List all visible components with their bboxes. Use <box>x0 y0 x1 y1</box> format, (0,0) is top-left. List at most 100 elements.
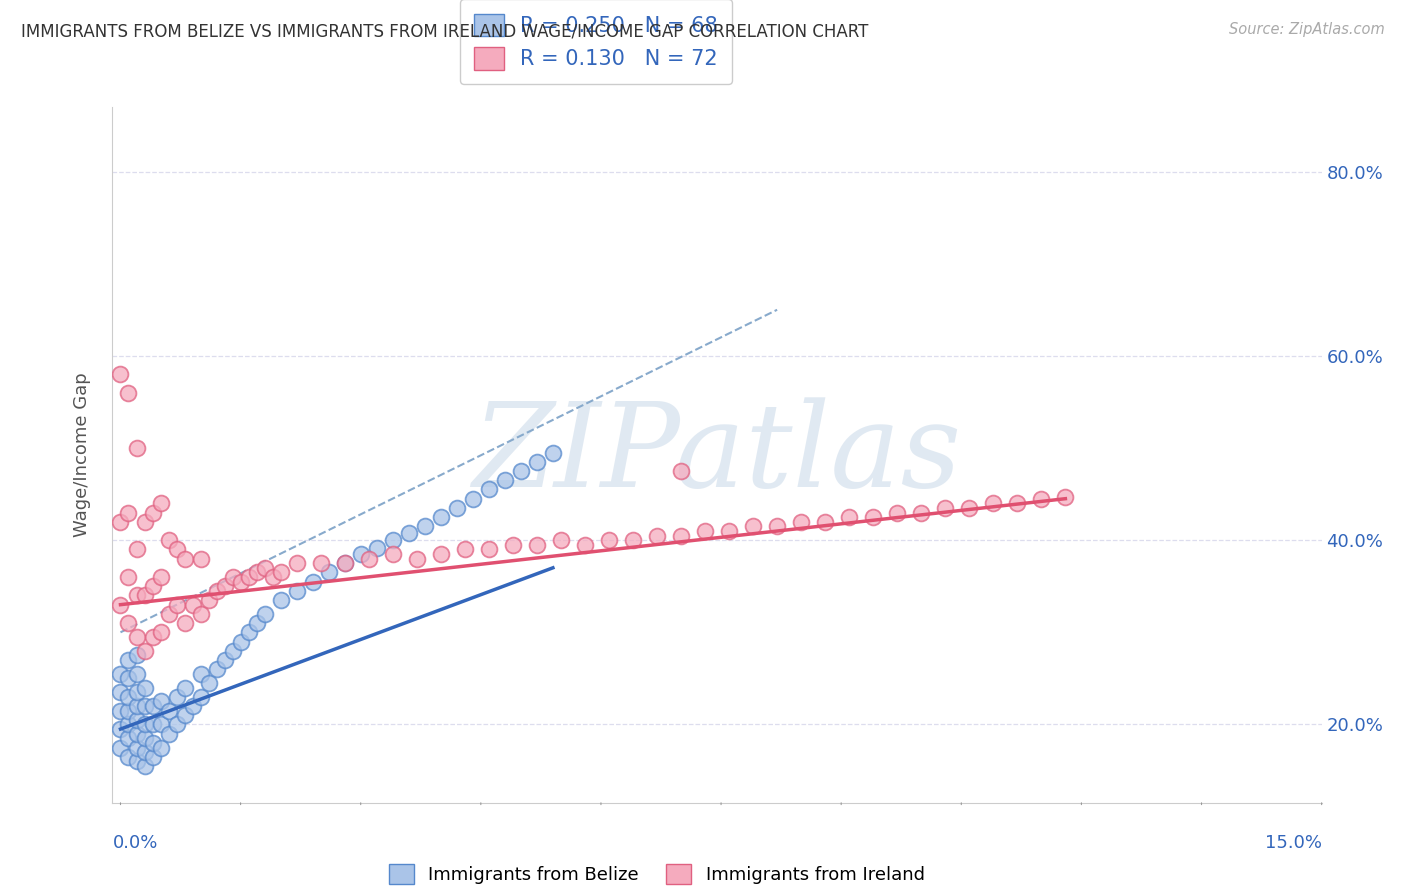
Point <box>149 694 172 708</box>
Point <box>125 441 148 455</box>
Point <box>478 542 501 557</box>
Point <box>430 547 453 561</box>
Point <box>190 690 212 704</box>
Point <box>1007 496 1029 510</box>
Text: ZIPatlas: ZIPatlas <box>472 398 962 512</box>
Point <box>238 570 260 584</box>
Point <box>125 542 148 557</box>
Point <box>125 713 148 727</box>
Point <box>157 533 180 548</box>
Point <box>197 676 219 690</box>
Point <box>125 699 148 714</box>
Point <box>125 589 148 603</box>
Point <box>509 464 531 478</box>
Point <box>238 625 260 640</box>
Point <box>197 593 219 607</box>
Point <box>214 579 236 593</box>
Point <box>157 727 180 741</box>
Point <box>181 598 204 612</box>
Point <box>166 598 188 612</box>
Point <box>205 662 228 676</box>
Point <box>157 704 180 718</box>
Point <box>117 690 139 704</box>
Point <box>125 755 148 769</box>
Point <box>110 704 132 718</box>
Point <box>598 533 620 548</box>
Point <box>246 566 269 580</box>
Point <box>381 547 404 561</box>
Point <box>110 598 132 612</box>
Point <box>693 524 716 538</box>
Point <box>134 731 156 746</box>
Point <box>173 616 195 631</box>
Point <box>125 648 148 663</box>
Point <box>246 616 269 631</box>
Point <box>157 607 180 621</box>
Point <box>117 704 139 718</box>
Text: 15.0%: 15.0% <box>1264 834 1322 852</box>
Point <box>285 583 308 598</box>
Point <box>149 740 172 755</box>
Point <box>1031 491 1053 506</box>
Point <box>357 551 380 566</box>
Point <box>141 717 163 731</box>
Point <box>957 500 980 515</box>
Point <box>134 515 156 529</box>
Point <box>405 551 427 566</box>
Point <box>134 759 156 773</box>
Point <box>117 616 139 631</box>
Text: IMMIGRANTS FROM BELIZE VS IMMIGRANTS FROM IRELAND WAGE/INCOME GAP CORRELATION CH: IMMIGRANTS FROM BELIZE VS IMMIGRANTS FRO… <box>21 22 869 40</box>
Point <box>117 717 139 731</box>
Point <box>110 685 132 699</box>
Point <box>110 666 132 681</box>
Point <box>718 524 741 538</box>
Point <box>229 634 252 648</box>
Point <box>270 566 292 580</box>
Point <box>446 500 468 515</box>
Point <box>221 644 243 658</box>
Point <box>134 717 156 731</box>
Point <box>461 491 484 506</box>
Point <box>526 538 548 552</box>
Point <box>229 574 252 589</box>
Point <box>166 542 188 557</box>
Point <box>1054 490 1077 504</box>
Point <box>141 699 163 714</box>
Point <box>270 593 292 607</box>
Point <box>117 653 139 667</box>
Point <box>910 506 932 520</box>
Point <box>110 368 132 382</box>
Point <box>478 483 501 497</box>
Point <box>350 547 373 561</box>
Point <box>141 749 163 764</box>
Point <box>141 630 163 644</box>
Point <box>125 685 148 699</box>
Point <box>134 681 156 695</box>
Point <box>574 538 596 552</box>
Point <box>814 515 837 529</box>
Point <box>190 551 212 566</box>
Y-axis label: Wage/Income Gap: Wage/Income Gap <box>73 373 91 537</box>
Point <box>253 607 276 621</box>
Point <box>366 541 388 555</box>
Text: Source: ZipAtlas.com: Source: ZipAtlas.com <box>1229 22 1385 37</box>
Point <box>141 736 163 750</box>
Point <box>141 506 163 520</box>
Point <box>253 561 276 575</box>
Point <box>134 644 156 658</box>
Point <box>141 579 163 593</box>
Legend: Immigrants from Belize, Immigrants from Ireland: Immigrants from Belize, Immigrants from … <box>381 857 932 891</box>
Point <box>398 525 420 540</box>
Point <box>125 727 148 741</box>
Point <box>117 672 139 686</box>
Point <box>413 519 436 533</box>
Point <box>494 473 516 487</box>
Point <box>149 496 172 510</box>
Point <box>190 607 212 621</box>
Point <box>550 533 572 548</box>
Point <box>110 740 132 755</box>
Point <box>166 717 188 731</box>
Point <box>134 745 156 759</box>
Point <box>454 542 477 557</box>
Text: 0.0%: 0.0% <box>112 834 157 852</box>
